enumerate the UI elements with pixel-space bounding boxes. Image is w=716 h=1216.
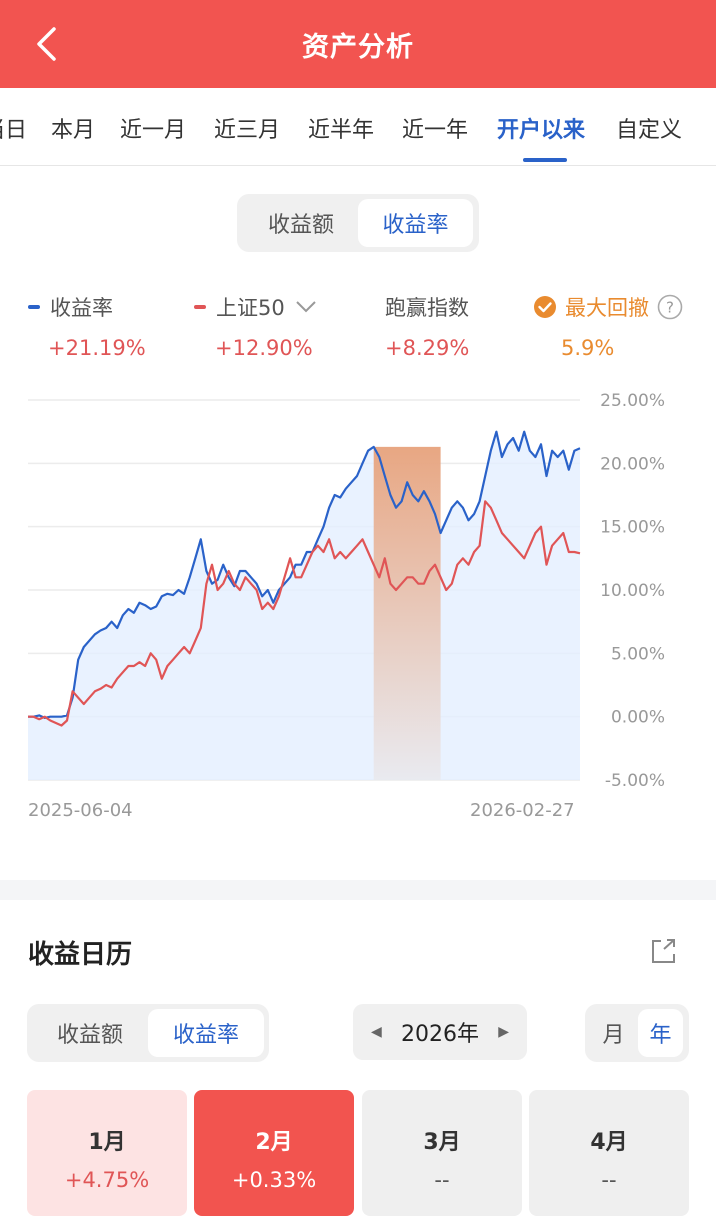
tab-1-month[interactable]: 近一月 bbox=[120, 118, 187, 143]
y-tick-label: 20.00% bbox=[600, 454, 665, 474]
x-axis-end-label: 2026-02-27 bbox=[470, 800, 575, 821]
tab-today[interactable]: 当日 bbox=[0, 118, 28, 143]
tab-custom[interactable]: 自定义 bbox=[616, 118, 683, 143]
active-tab-indicator bbox=[523, 158, 567, 162]
month-card-mar[interactable]: 3月 -- bbox=[362, 1090, 522, 1216]
return-area-fill bbox=[28, 431, 580, 780]
toggle-month[interactable]: 月 bbox=[602, 1023, 625, 1048]
x-axis-start-label: 2025-06-04 bbox=[28, 800, 133, 821]
legend-outperform: 跑赢指数 +8.29% bbox=[385, 292, 469, 360]
legend-return[interactable]: 收益率 +21.19% bbox=[28, 292, 146, 360]
legend-outperform-label: 跑赢指数 bbox=[385, 296, 469, 320]
section-divider bbox=[0, 880, 716, 900]
legend-drawdown-value: 5.9% bbox=[561, 336, 615, 360]
page-title: 资产分析 bbox=[302, 31, 414, 63]
legend-index-value: +12.90% bbox=[215, 336, 313, 360]
tab-1-year[interactable]: 近一年 bbox=[402, 118, 469, 143]
legend-index-label: 上证50 bbox=[216, 296, 285, 320]
return-chart[interactable]: 25.00% 20.00% 15.00% 10.00% 5.00% 0.00% -5.00% bbox=[0, 380, 716, 830]
index-series-line bbox=[28, 500, 581, 727]
month-card-apr[interactable]: 4月 -- bbox=[529, 1090, 689, 1216]
chevron-down-icon[interactable] bbox=[295, 300, 317, 314]
cal-toggle-amount[interactable]: 收益额 bbox=[56, 1023, 123, 1048]
month-value: -- bbox=[434, 1168, 450, 1192]
month-card-feb[interactable]: 2月 +0.33% bbox=[194, 1090, 354, 1216]
share-icon[interactable] bbox=[648, 936, 678, 966]
chart-canvas: 25.00% 20.00% 15.00% 10.00% 5.00% 0.00% -5.00% bbox=[28, 391, 665, 791]
blue-line-icon bbox=[28, 305, 40, 309]
legend-return-value: +21.19% bbox=[48, 336, 146, 360]
y-tick-label: 5.00% bbox=[611, 644, 665, 664]
month-value: -- bbox=[601, 1168, 617, 1192]
svg-text:?: ? bbox=[666, 299, 674, 317]
y-tick-label: 25.00% bbox=[600, 391, 665, 411]
month-label: 1月 bbox=[88, 1130, 126, 1155]
granularity-toggle: 月 年 bbox=[585, 1004, 689, 1062]
calendar-title: 收益日历 bbox=[28, 940, 133, 970]
cal-toggle-rate[interactable]: 收益率 bbox=[148, 1009, 264, 1057]
triangle-left-icon[interactable]: ◀ bbox=[371, 1024, 382, 1040]
legend-return-label: 收益率 bbox=[50, 296, 113, 320]
month-label: 2月 bbox=[255, 1130, 293, 1155]
return-series-line bbox=[28, 430, 581, 719]
y-tick-label: 10.00% bbox=[600, 581, 665, 601]
month-label: 4月 bbox=[590, 1130, 628, 1155]
tab-6-months[interactable]: 近半年 bbox=[308, 118, 375, 143]
month-value: +0.33% bbox=[231, 1168, 317, 1192]
max-drawdown-band bbox=[373, 446, 441, 780]
top-bar: 资产分析 bbox=[0, 0, 716, 88]
check-circle-icon[interactable] bbox=[533, 295, 557, 319]
y-tick-label: 0.00% bbox=[611, 708, 665, 728]
calendar-type-toggle: 收益额 收益率 bbox=[27, 1004, 269, 1062]
month-card-jan[interactable]: 1月 +4.75% bbox=[27, 1090, 187, 1216]
red-line-icon bbox=[194, 305, 206, 309]
year-selector: ◀ 2026年 ▶ bbox=[353, 1004, 527, 1060]
period-tabs: 当日 本月 近一月 近三月 近半年 近一年 开户以来 自定义 bbox=[0, 88, 716, 166]
toggle-amount[interactable]: 收益额 bbox=[267, 213, 334, 238]
legend-drawdown-label: 最大回撤 bbox=[565, 296, 649, 320]
tab-3-months[interactable]: 近三月 bbox=[214, 118, 281, 143]
metric-toggle: 收益额 收益率 bbox=[237, 194, 479, 252]
legend-drawdown[interactable]: 最大回撤 ? 5.9% bbox=[533, 292, 683, 360]
tab-this-month[interactable]: 本月 bbox=[51, 118, 96, 143]
toggle-year[interactable]: 年 bbox=[638, 1009, 683, 1057]
triangle-right-icon[interactable]: ▶ bbox=[498, 1024, 509, 1040]
month-label: 3月 bbox=[423, 1130, 461, 1155]
legend-outperform-value: +8.29% bbox=[385, 336, 470, 360]
chevron-left-icon[interactable] bbox=[28, 26, 64, 62]
month-value: +4.75% bbox=[64, 1168, 150, 1192]
y-tick-label: 15.00% bbox=[600, 518, 665, 538]
toggle-rate[interactable]: 收益率 bbox=[358, 199, 473, 247]
question-circle-icon[interactable]: ? bbox=[657, 294, 683, 320]
tab-since-opening[interactable]: 开户以来 bbox=[497, 118, 586, 143]
legend-index[interactable]: 上证50 +12.90% bbox=[194, 292, 317, 360]
y-tick-label: -5.00% bbox=[605, 771, 665, 791]
year-label: 2026年 bbox=[401, 1022, 479, 1047]
